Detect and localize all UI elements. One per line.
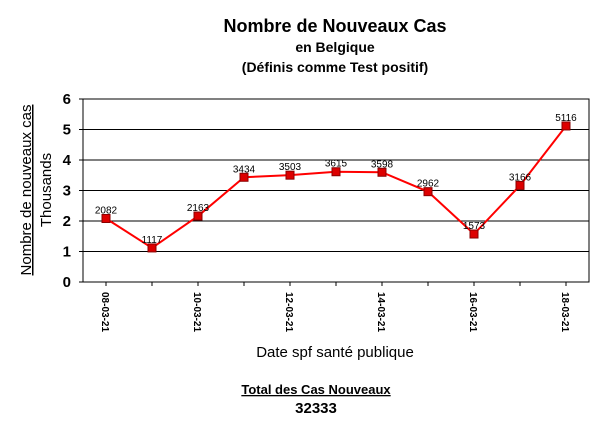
data-label: 3503 [279,162,302,173]
chart-title: Nombre de Nouveaux Cas [223,16,446,36]
y-axis-ticks: 0 1 2 3 4 5 6 [63,91,83,291]
data-point [331,167,341,177]
x-axis-label: Date spf santé publique [256,344,414,361]
data-point [147,243,157,253]
x-tick-label: 16-03-21 [467,292,478,332]
y-axis-label: Nombre de nouveaux cas [18,105,35,276]
series-markers [101,121,571,253]
data-label: 2962 [417,179,440,190]
x-tick-label: 18-03-21 [559,292,570,332]
data-point [469,229,479,239]
chart-subtitle-1: en Belgique [295,39,375,55]
data-point [423,187,433,197]
y-tick-label: 3 [63,183,71,200]
y-tick-label: 4 [63,152,72,169]
y-tick-label: 2 [63,213,71,230]
data-point [193,211,203,221]
data-label: 2082 [95,205,118,216]
data-label: 3166 [509,172,532,183]
data-point [285,170,295,180]
x-axis-ticks: 08-03-21 10-03-21 12-03-21 14-03-21 16-03-21… [99,282,570,332]
total-value: 32333 [295,400,337,417]
data-label: 3598 [371,159,394,170]
chart-subtitle-2: (Définis comme Test positif) [242,59,428,75]
data-label: 5116 [555,113,577,124]
y-tick-label: 1 [63,244,71,261]
x-tick-label: 14-03-21 [375,292,386,332]
x-tick-label: 12-03-21 [283,292,294,332]
y-tick-label: 0 [63,274,71,291]
y-axis-units-label: Thousands [38,153,55,227]
data-point [239,172,249,182]
gridlines [83,129,589,252]
data-label: 3434 [233,164,256,175]
data-point [515,180,525,190]
data-point [101,213,111,223]
data-label: 1573 [463,221,486,232]
data-label: 3615 [325,159,348,170]
x-tick-label: 08-03-21 [99,292,110,332]
x-tick-label: 10-03-21 [191,292,202,332]
data-point [377,167,387,177]
total-label: Total des Cas Nouveaux [241,382,391,397]
y-tick-label: 6 [63,91,71,108]
data-labels: 2082 1117 2163 3434 3503 3615 3598 2962 1573 3166… [95,113,577,246]
data-point [561,121,571,131]
data-label: 2163 [187,203,210,214]
y-tick-label: 5 [63,122,71,139]
data-label: 1117 [142,235,163,246]
